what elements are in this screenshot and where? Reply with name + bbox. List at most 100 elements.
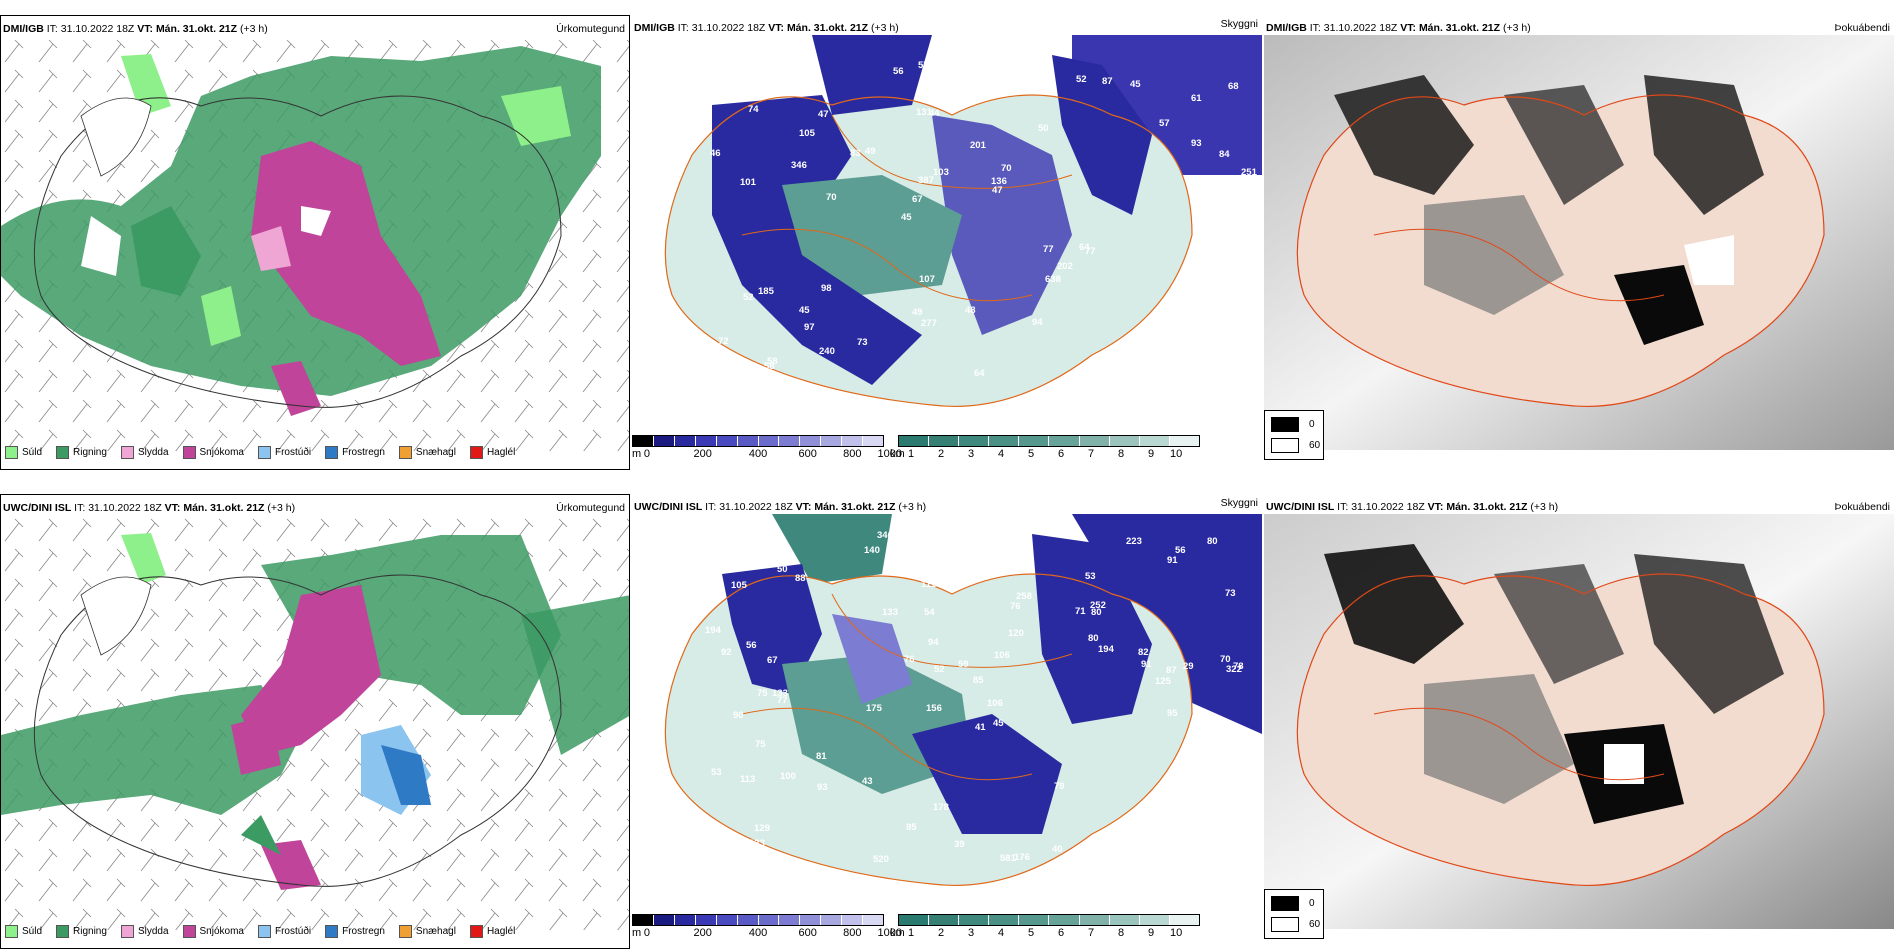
- visibility-value-label: 101: [740, 177, 757, 188]
- visibility-colorbar-m: m 0 200 400 600 800 1000: [632, 435, 902, 467]
- visibility-value-label: 194: [1098, 644, 1115, 655]
- visibility-value-label: 77: [777, 695, 788, 706]
- visibility-value-label: 75: [755, 739, 766, 750]
- visibility-value-label: 113: [723, 357, 738, 368]
- visibility-panel-uwc: UWC/DINI ISL IT: 31.10.2022 18Z VT: Mán.…: [632, 494, 1262, 949]
- visibility-value-label: 56: [1175, 545, 1186, 556]
- visibility-value-label: 59: [958, 659, 969, 670]
- legend-item: Haglél: [469, 446, 515, 459]
- visibility-value-label: 240: [819, 346, 835, 357]
- visibility-value-label: 73: [1225, 588, 1236, 599]
- legend-swatch: [120, 925, 134, 938]
- visibility-value-label: 50: [777, 564, 788, 575]
- legend-item: Slydda: [120, 446, 169, 459]
- visibility-value-label: 87: [1166, 665, 1177, 676]
- visibility-map: 3465332215645133105719076851331401755811…: [664, 514, 1262, 887]
- legend-item: Snjókoma: [182, 446, 244, 459]
- visibility-value-label: 44: [929, 108, 940, 119]
- visibility-value-label: 80: [1207, 536, 1218, 547]
- legend-swatch: [120, 446, 134, 459]
- visibility-value-label: 105: [799, 128, 816, 139]
- fog-swatch-high: [1271, 917, 1299, 932]
- visibility-value-label: 58: [764, 361, 775, 372]
- visibility-value-label: 52: [743, 292, 754, 303]
- visibility-value-label: 92: [721, 647, 732, 658]
- visibility-value-label: 120: [1008, 628, 1024, 639]
- visibility-value-label: 45: [799, 305, 810, 316]
- visibility-value-label: 107: [919, 274, 935, 285]
- visibility-value-label: 111: [921, 579, 937, 590]
- legend-item: Súld: [5, 925, 42, 938]
- visibility-value-label: 100: [780, 771, 796, 782]
- visibility-value-label: 85: [906, 822, 917, 833]
- visibility-value-label: 74: [748, 104, 759, 115]
- panel-header: DMI/IGB IT: 31.10.2022 18Z VT: Mán. 31.o…: [1266, 22, 1531, 34]
- visibility-value-label: 48: [965, 305, 976, 316]
- legend-swatch: [5, 446, 18, 459]
- fog-legend: 0 60: [1264, 889, 1324, 939]
- visibility-value-label: 71: [1075, 606, 1086, 617]
- visibility-value-label: 201: [970, 140, 987, 151]
- visibility-value-label: 94: [928, 637, 939, 648]
- visibility-value-label: 76: [904, 654, 915, 665]
- visibility-value-label: 67: [767, 655, 778, 666]
- legend-swatch: [182, 446, 196, 459]
- visibility-value-label: 56: [746, 640, 757, 651]
- visibility-value-label: 41: [975, 722, 986, 733]
- visibility-value-label: 89: [1176, 314, 1187, 325]
- visibility-value-label: 638: [1045, 274, 1061, 285]
- visibility-value-label: 136: [991, 176, 1007, 187]
- visibility-value-label: 82: [1138, 647, 1149, 658]
- visibility-value-label: 70: [826, 192, 837, 203]
- visibility-value-label: 81: [816, 751, 827, 762]
- fog-index-map: [1264, 35, 1894, 450]
- visibility-value-label: 176: [1014, 852, 1030, 863]
- visibility-value-label: 64: [974, 368, 985, 379]
- legend-swatch: [5, 925, 18, 938]
- panel-header: UWC/DINI ISL IT: 31.10.2022 18Z VT: Mán.…: [634, 501, 927, 513]
- visibility-value-label: 175: [866, 703, 883, 714]
- legend-swatch: [257, 925, 271, 938]
- legend-swatch: [182, 925, 196, 938]
- visibility-value-label: 88: [1012, 59, 1023, 70]
- visibility-value-label: 58: [767, 356, 778, 367]
- visibility-value-label: 133: [749, 838, 765, 849]
- fog-index-panel-uwc: UWC/DINI ISL IT: 31.10.2022 18Z VT: Mán.…: [1264, 494, 1894, 949]
- parameter-title: Skyggni: [1220, 497, 1258, 509]
- legend-swatch: [56, 446, 70, 459]
- visibility-value-label: 93: [1191, 138, 1202, 149]
- visibility-value-label: 76: [1010, 601, 1021, 612]
- visibility-value-label: 61: [1191, 93, 1202, 104]
- visibility-value-label: 103: [933, 167, 949, 178]
- visibility-value-label: 156: [926, 703, 942, 714]
- visibility-value-label: 52: [1076, 74, 1087, 85]
- visibility-value-label: 346: [791, 160, 807, 171]
- visibility-value-label: 194: [705, 625, 722, 636]
- visibility-value-label: 60: [1212, 810, 1223, 821]
- visibility-value-label: 45: [993, 718, 1004, 729]
- legend-item: Súld: [5, 446, 42, 459]
- visibility-value-label: 77: [1043, 244, 1054, 255]
- visibility-value-label: 80: [1091, 607, 1102, 618]
- visibility-value-label: 105: [731, 580, 748, 591]
- visibility-value-label: 131: [916, 107, 933, 118]
- visibility-value-label: 86: [948, 564, 959, 575]
- legend-item: Rigning: [56, 446, 107, 459]
- visibility-value-label: 178: [933, 802, 949, 813]
- visibility-value-label: 43: [862, 776, 873, 787]
- legend-item: Frostregn: [325, 925, 385, 938]
- legend-item: Frostregn: [325, 446, 385, 459]
- visibility-value-label: 54: [924, 607, 935, 618]
- legend-item: Rigning: [56, 925, 107, 938]
- visibility-value-label: 52: [942, 48, 953, 59]
- visibility-value-labels: 3465332215645133105719076851331401755811…: [705, 530, 1252, 865]
- fog-legend: 0 60: [1264, 410, 1324, 460]
- visibility-value-label: 98: [821, 283, 832, 294]
- parameter-title: Þokuábendi: [1834, 22, 1890, 34]
- legend-swatch: [398, 925, 412, 938]
- precip-type-panel-uwc: UWC/DINI ISL IT: 31.10.2022 18Z VT: Mán.…: [0, 494, 630, 949]
- visibility-value-label: 57: [1159, 118, 1170, 129]
- visibility-value-label: 49: [912, 307, 923, 318]
- visibility-value-label: 251: [1241, 167, 1258, 178]
- panel-header: UWC/DINI ISL IT: 31.10.2022 18Z VT: Mán.…: [1266, 501, 1559, 513]
